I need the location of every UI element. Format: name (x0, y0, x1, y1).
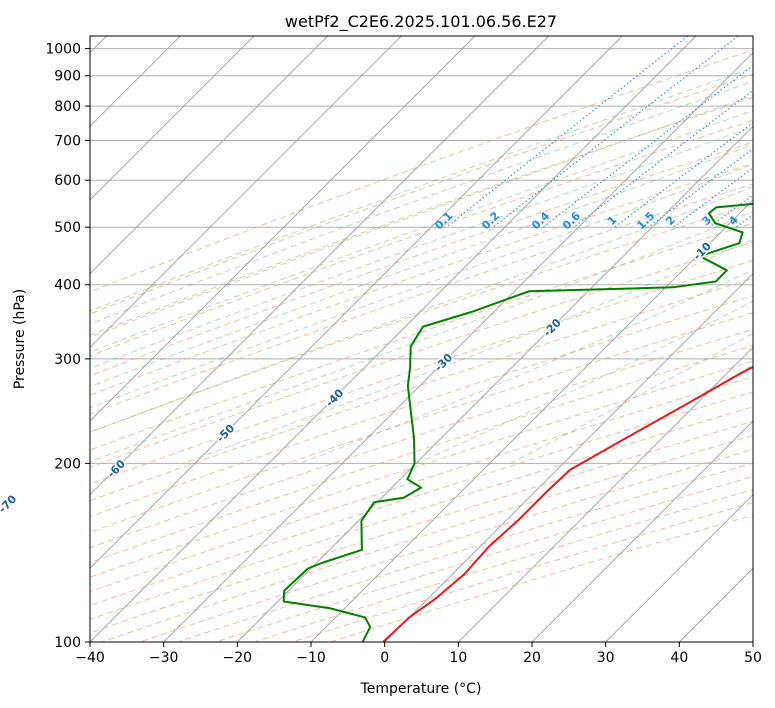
isotherm-line (236, 125, 753, 642)
y-tick-label: 1000 (45, 42, 81, 58)
plot-background (90, 36, 753, 642)
dry-adiabat (90, 141, 753, 377)
isotherm-line (163, 51, 753, 642)
x-tick-label: 50 (744, 650, 762, 666)
x-tick-label: −30 (149, 650, 179, 666)
x-tick-label: −40 (75, 650, 105, 666)
isotherm-line (90, 36, 550, 496)
dry-adiabat (90, 222, 753, 451)
y-tick-label: 400 (54, 278, 81, 294)
x-tick-label: 20 (523, 650, 541, 666)
pressure-gridlines (90, 48, 753, 642)
moist-adiabat (416, 300, 753, 464)
x-axis-label: Temperature (°C) (360, 681, 482, 697)
x-tick-label: −10 (296, 650, 326, 666)
x-tick-label: 30 (597, 650, 615, 666)
moist-adiabat (90, 109, 753, 353)
dry-adiabat (90, 162, 753, 396)
dry-adiabat (90, 277, 753, 502)
y-axis-label: Pressure (hPa) (12, 289, 28, 389)
y-tick-label: 800 (54, 99, 81, 115)
isotherm-line (90, 36, 623, 570)
x-tick-label: 0 (380, 650, 389, 666)
isotherm-line (90, 36, 402, 349)
dry-adiabat (90, 360, 753, 578)
dry-adiabat (90, 73, 753, 315)
dry-adiabat (90, 97, 753, 336)
mixing-ratio-line (573, 89, 753, 228)
isotherm-line (605, 493, 753, 642)
x-axis-ticks: −40 −30 −20 −10 0 10 20 30 40 50 (75, 642, 762, 666)
dewpoint-line (282, 202, 753, 642)
moist-adiabat (90, 126, 753, 369)
isotherm-line (90, 36, 697, 642)
moist-adiabat (90, 211, 753, 463)
mixing-ratio-line (492, 36, 739, 228)
chart-title: wetPf2_C2E6.2025.101.06.56.E27 (285, 12, 557, 32)
sounding-series (282, 202, 753, 642)
isotherm-line (90, 36, 329, 275)
mixing-ratio-lines (445, 36, 753, 228)
dry-adiabat (90, 203, 753, 433)
moist-adiabat (90, 80, 753, 325)
dry-adiabat (90, 49, 753, 293)
plot-frame (89, 35, 754, 643)
mixing-ratio-line (672, 167, 753, 228)
x-tick-label: 40 (670, 650, 688, 666)
y-tick-label: 300 (54, 352, 81, 368)
y-tick-label: 600 (54, 173, 81, 189)
moist-adiabat (90, 67, 753, 312)
y-tick-label: 700 (54, 133, 81, 149)
y-tick-label: 900 (54, 69, 81, 85)
y-tick-label: 200 (54, 456, 81, 472)
temperature-line (382, 365, 753, 642)
x-tick-label: −20 (223, 650, 253, 666)
y-tick-label: 500 (54, 220, 81, 236)
isotherm-line (90, 36, 476, 422)
y-tick-label: 100 (54, 635, 81, 651)
y-axis-ticks: 100 200 300 400 500 600 700 800 900 1000 (45, 42, 90, 651)
moist-adiabat (90, 163, 753, 409)
isotherm-line (531, 420, 753, 642)
dry-adiabat (90, 328, 753, 549)
x-tick-label: 10 (449, 650, 467, 666)
isotherm-line (90, 36, 255, 201)
isotherm-line (457, 346, 753, 642)
moist-adiabats (90, 67, 753, 464)
mixing-ratio-line (542, 64, 753, 228)
isotherms (90, 36, 753, 642)
dry-adiabat (90, 312, 753, 533)
dry-adiabat (90, 391, 753, 607)
isotherm-line (310, 199, 753, 642)
isotherm-line (384, 272, 753, 642)
